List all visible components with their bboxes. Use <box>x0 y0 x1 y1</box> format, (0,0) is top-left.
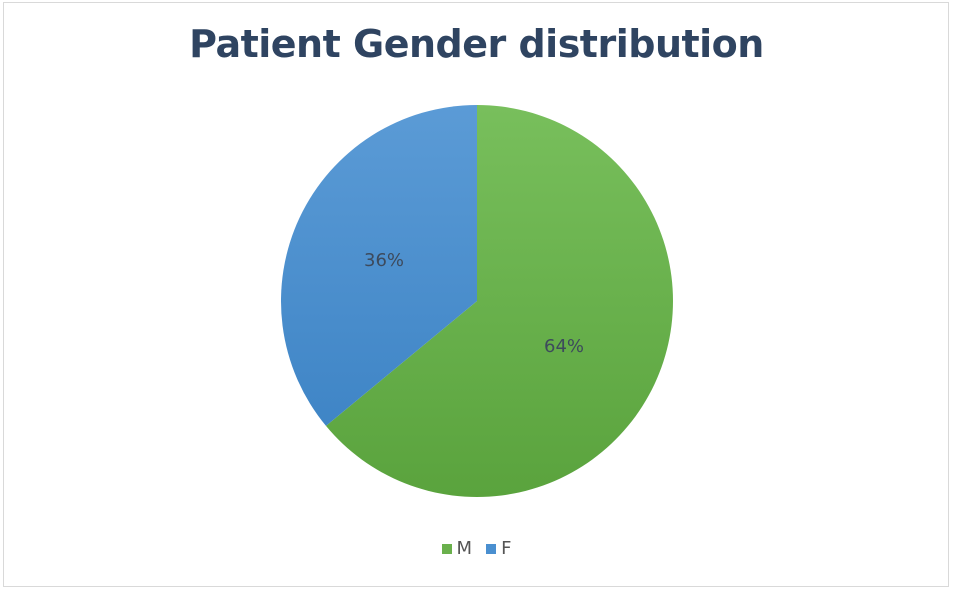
slice-label-f: 36% <box>364 250 405 271</box>
slice-label-m: 64% <box>544 336 585 357</box>
pie-slice-f[interactable] <box>281 104 477 426</box>
legend-label-m: M <box>456 538 473 559</box>
legend-item-m[interactable]: M <box>441 538 473 559</box>
legend-swatch-m-icon <box>441 543 452 554</box>
chart-title: Patient Gender distribution <box>189 22 764 66</box>
legend: M F <box>0 538 953 559</box>
legend-swatch-f-icon <box>486 543 497 554</box>
legend-label-f: F <box>501 538 512 559</box>
pie-slice-m[interactable] <box>325 105 673 497</box>
legend-item-f[interactable]: F <box>486 538 511 559</box>
